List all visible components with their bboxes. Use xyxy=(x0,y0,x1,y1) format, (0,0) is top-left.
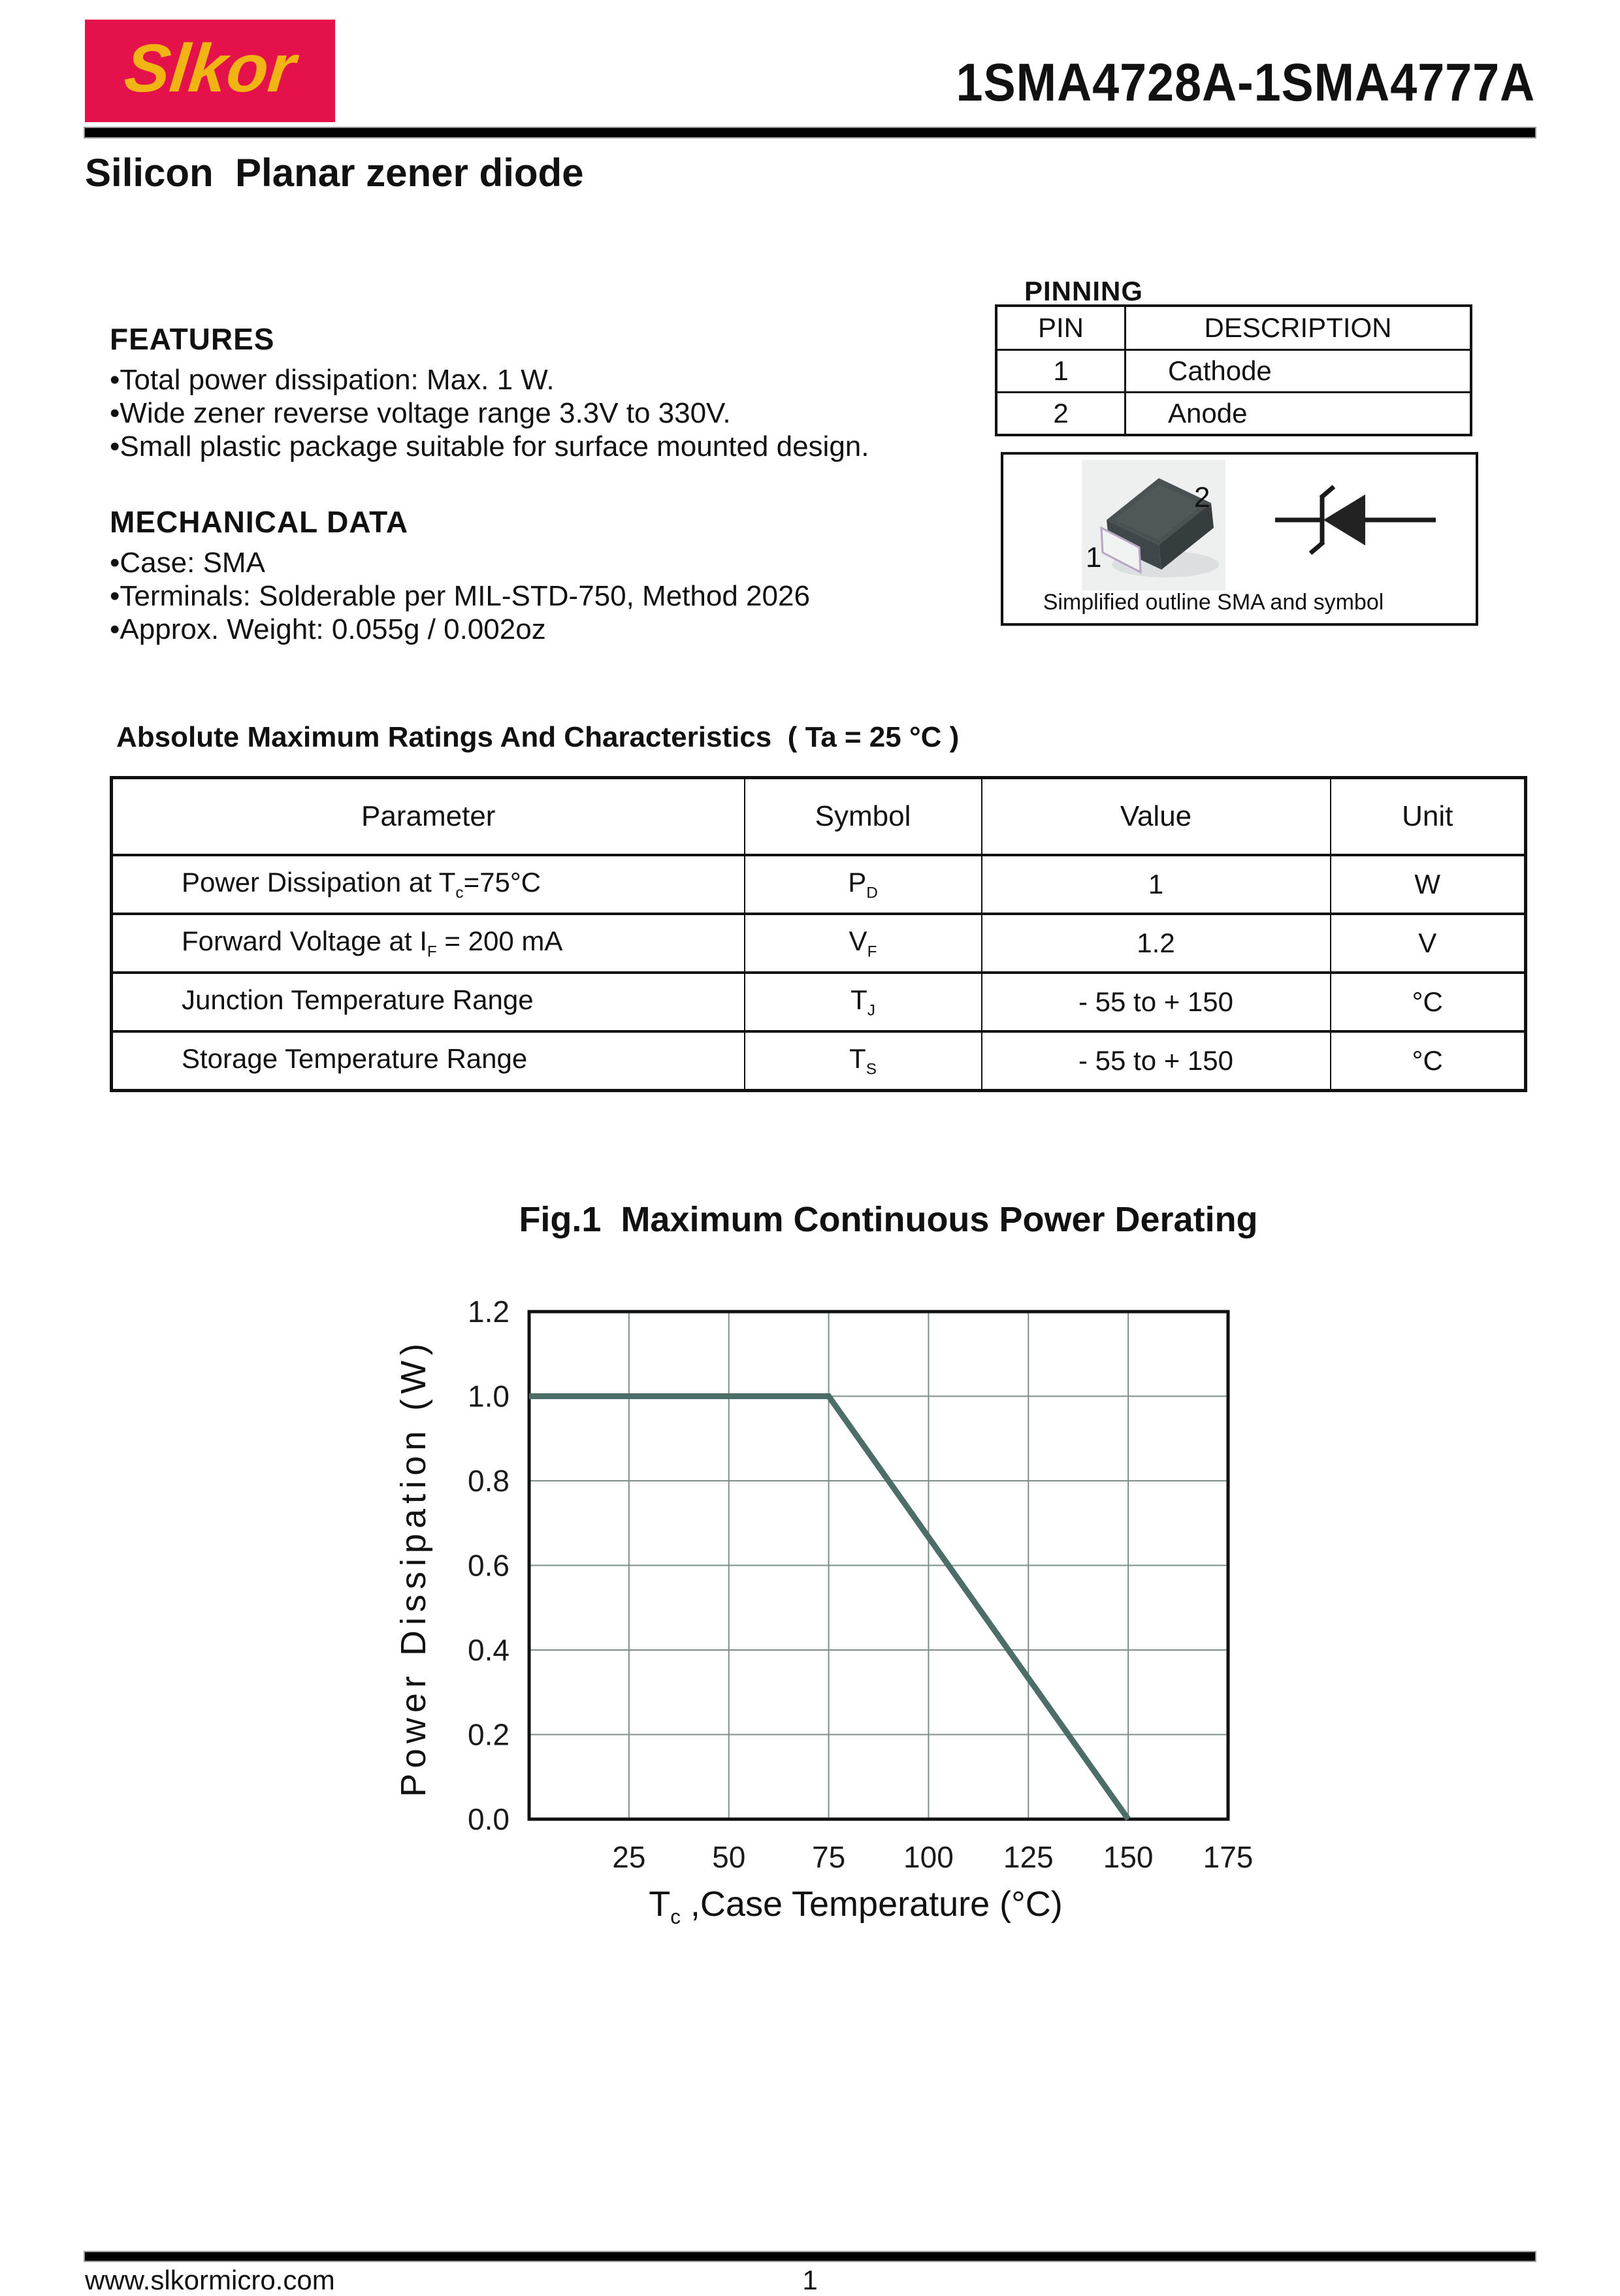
power-derating-chart: 25 50 75 100 125 150 175 1.2 1.0 0.8 0.6 0.4 0.2 0.0 xyxy=(366,1280,1320,1953)
symbol-cell: VF xyxy=(743,913,982,974)
features-list: Total power dissipation: Max. 1 W. Wide … xyxy=(110,363,985,463)
mechanical-data-section: MECHANICAL DATA Case: SMA Terminals: Sol… xyxy=(110,504,985,646)
pinning-heading: PINNING xyxy=(1024,276,1144,306)
features-heading: FEATURES xyxy=(110,322,275,356)
table-row: 2 Anode xyxy=(995,391,1472,436)
page-number: 1 xyxy=(802,2265,818,2295)
parameter-cell: Junction Temperature Range xyxy=(110,971,745,1033)
y-axis-label: Power Dissipation (W) xyxy=(394,1338,433,1798)
ratings-header-row: Parameter Symbol Value Unit xyxy=(110,776,1527,856)
package-pin2-label: 2 xyxy=(1194,481,1210,513)
plot-border xyxy=(527,1310,1230,1821)
y-tick-label: 0.0 xyxy=(468,1802,510,1836)
table-row: Forward Voltage at IF = 200 mA VF 1.2 V xyxy=(110,913,1527,974)
pinning-col-pin: PIN xyxy=(995,304,1126,351)
parameter-cell: Forward Voltage at IF = 200 mA xyxy=(110,913,745,974)
feature-item: Total power dissipation: Max. 1 W. xyxy=(110,363,985,396)
parameter-cell: Storage Temperature Range xyxy=(110,1030,745,1092)
unit-cell: V xyxy=(1329,913,1527,974)
value-cell: - 55 to + 150 xyxy=(980,1030,1331,1092)
derating-curve xyxy=(529,1393,1131,1821)
pin-number: 1 xyxy=(995,349,1126,393)
brand-logo-text: Slkor xyxy=(121,30,300,106)
y-tick-label: 0.2 xyxy=(468,1718,510,1752)
feature-item: Small plastic package suitable for surfa… xyxy=(110,430,985,463)
y-tick-label: 1.0 xyxy=(468,1380,510,1414)
value-cell: 1.2 xyxy=(980,913,1331,974)
y-tick-label: 0.8 xyxy=(468,1464,510,1498)
figure-title: Fig.1 Maximum Continuous Power Derating xyxy=(519,1200,1258,1239)
unit-cell: W xyxy=(1329,854,1527,915)
page-title: Silicon Planar zener diode xyxy=(85,151,584,195)
pin-description: Anode xyxy=(1124,391,1472,436)
x-tick-label: 150 xyxy=(1103,1840,1154,1874)
zener-diode-symbol-icon xyxy=(1275,485,1436,555)
pin-description: Cathode xyxy=(1124,349,1472,393)
parameter-cell: Power Dissipation at Tc=75°C xyxy=(110,854,745,915)
brand-logo: Slkor xyxy=(85,20,335,122)
x-axis-label: Tc ,Case Temperature (°C) xyxy=(649,1884,1063,1928)
table-row: Power Dissipation at Tc=75°C PD 1 W xyxy=(110,854,1527,915)
feature-item: Wide zener reverse voltage range 3.3V to… xyxy=(110,396,985,430)
package-pin1-label: 1 xyxy=(1086,542,1102,574)
ratings-col-unit: Unit xyxy=(1329,776,1527,856)
mechanical-data-heading: MECHANICAL DATA xyxy=(110,505,409,539)
unit-cell: °C xyxy=(1329,1030,1527,1092)
y-tick-label: 1.2 xyxy=(468,1295,510,1329)
power-derating-plot: 25 50 75 100 125 150 175 1.2 1.0 0.8 0.6 0.4 0.2 0.0 xyxy=(468,1295,1254,1874)
package-outline-box: 2 1 Simplified outline SMA and symbol xyxy=(1001,452,1478,626)
features-section: FEATURES Total power dissipation: Max. 1… xyxy=(110,321,985,463)
header-rule xyxy=(84,127,1536,138)
value-cell: 1 xyxy=(980,854,1331,915)
x-tick-label: 25 xyxy=(612,1840,645,1874)
value-cell: - 55 to + 150 xyxy=(980,971,1331,1033)
ratings-col-parameter: Parameter xyxy=(110,776,745,856)
x-tick-label: 75 xyxy=(812,1840,845,1874)
sma-package-drawing xyxy=(1100,478,1219,577)
symbol-cell: PD xyxy=(743,854,982,915)
ratings-col-symbol: Symbol xyxy=(743,776,982,856)
symbol-cell: TS xyxy=(743,1030,982,1092)
footer-website: www.slkormicro.com xyxy=(85,2265,335,2295)
pin-number: 2 xyxy=(995,391,1126,436)
mechanical-item: Terminals: Solderable per MIL-STD-750, M… xyxy=(110,579,985,613)
package-caption: Simplified outline SMA and symbol xyxy=(1043,590,1384,615)
x-tick-label: 175 xyxy=(1203,1840,1254,1874)
x-tick-label: 100 xyxy=(903,1840,954,1874)
table-row: Storage Temperature Range TS - 55 to + 1… xyxy=(110,1030,1527,1092)
pinning-header-row: PIN DESCRIPTION xyxy=(995,304,1472,351)
part-number-title: 1SMA4728A-1SMA4777A xyxy=(956,53,1535,112)
x-tick-label: 50 xyxy=(712,1840,745,1874)
ratings-table: Parameter Symbol Value Unit Power Dissip… xyxy=(110,776,1527,1092)
table-row: 1 Cathode xyxy=(995,349,1472,393)
footer-rule xyxy=(84,2251,1536,2262)
y-tick-label: 0.6 xyxy=(468,1549,510,1583)
table-row: Junction Temperature Range TJ - 55 to + … xyxy=(110,971,1527,1033)
sma-package-image xyxy=(1082,460,1225,590)
ratings-heading: Absolute Maximum Ratings And Characteris… xyxy=(116,721,960,753)
unit-cell: °C xyxy=(1329,971,1527,1033)
pinning-table: PIN DESCRIPTION 1 Cathode 2 Anode xyxy=(995,304,1472,436)
mechanical-item: Case: SMA xyxy=(110,546,985,579)
mechanical-item: Approx. Weight: 0.055g / 0.002oz xyxy=(110,613,985,646)
symbol-cell: TJ xyxy=(743,971,982,1033)
y-tick-label: 0.4 xyxy=(468,1633,510,1667)
ratings-col-value: Value xyxy=(980,776,1331,856)
x-tick-label: 125 xyxy=(1003,1840,1054,1874)
pinning-col-description: DESCRIPTION xyxy=(1124,304,1472,351)
mechanical-data-list: Case: SMA Terminals: Solderable per MIL-… xyxy=(110,546,985,646)
